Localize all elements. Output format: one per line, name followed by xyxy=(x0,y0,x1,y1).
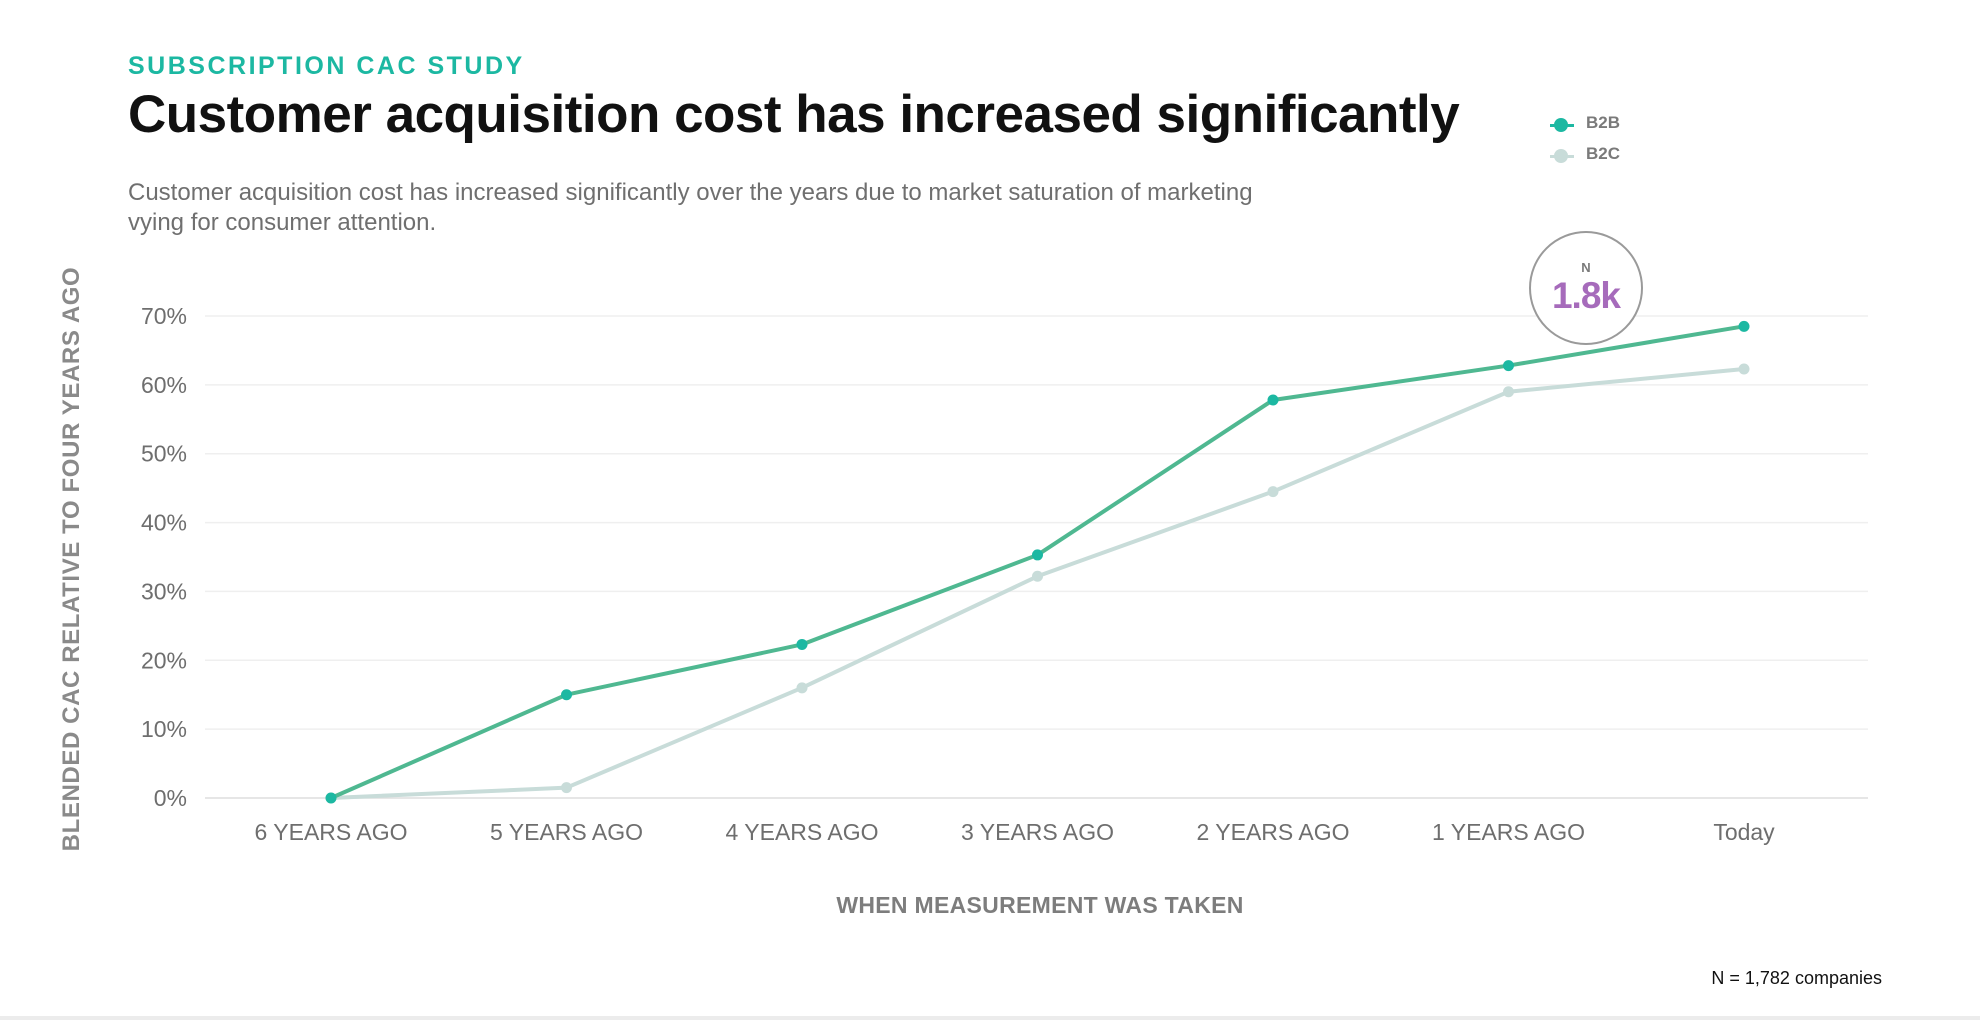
data-point-b2b xyxy=(561,689,572,701)
data-point-b2b xyxy=(1738,320,1750,332)
data-point-b2c xyxy=(1267,486,1279,498)
data-point-b2c xyxy=(1503,386,1514,398)
legend-swatch-b2b xyxy=(1550,118,1574,132)
data-point-b2c xyxy=(561,782,572,794)
legend-label-b2c: B2C xyxy=(1586,144,1621,163)
x-axis-title: WHEN MEASUREMENT WAS TAKEN xyxy=(836,892,1244,918)
sample-footnote: N = 1,782 companies xyxy=(1711,968,1882,988)
x-tick-label: 5 YEARS AGO xyxy=(490,819,643,845)
y-tick-label: 50% xyxy=(141,441,187,467)
x-tick-label: 2 YEARS AGO xyxy=(1197,819,1350,845)
y-tick-label: 40% xyxy=(141,510,187,536)
sample-size-badge: N 1.8k xyxy=(1529,231,1643,345)
bottom-divider xyxy=(0,1016,1980,1020)
chart-title: Customer acquisition cost has increased … xyxy=(128,85,1460,144)
data-point-b2c xyxy=(796,682,808,694)
x-tick-label: Today xyxy=(1713,819,1775,845)
chart-subtitle: Customer acquisition cost has increased … xyxy=(128,179,1253,236)
series-line-b2b xyxy=(329,324,1746,800)
data-point-b2b xyxy=(796,638,808,650)
x-tick-label: 3 YEARS AGO xyxy=(961,819,1114,845)
x-tick-label: 4 YEARS AGO xyxy=(726,819,879,845)
badge-label: N xyxy=(1581,260,1591,275)
eyebrow-label: SUBSCRIPTION CAC STUDY xyxy=(128,52,525,80)
legend-swatch-b2c xyxy=(1550,149,1574,163)
legend-label-b2b: B2B xyxy=(1586,113,1621,132)
data-point-b2b xyxy=(1032,549,1043,561)
data-point-b2b xyxy=(1503,360,1514,372)
legend-dot-b2c xyxy=(1554,149,1568,163)
y-tick-label: 60% xyxy=(141,372,187,398)
y-tick-label: 10% xyxy=(141,716,187,742)
legend-dot-b2b xyxy=(1554,118,1568,132)
y-tick-label: 70% xyxy=(141,303,187,329)
x-tick-label: 6 YEARS AGO xyxy=(255,819,408,845)
series-line-b2c xyxy=(329,367,1746,800)
y-axis-title-text: BLENDED CAC RELATIVE TO FOUR YEARS AGO xyxy=(58,266,85,852)
data-point-b2c xyxy=(1738,363,1750,375)
data-point-b2c xyxy=(1032,570,1043,582)
data-point-b2b xyxy=(1267,394,1279,406)
data-point-b2b xyxy=(325,792,337,804)
y-tick-label: 30% xyxy=(141,578,187,604)
y-tick-label: 20% xyxy=(141,647,187,673)
x-tick-label: 1 YEARS AGO xyxy=(1432,819,1585,845)
y-tick-label: 0% xyxy=(154,785,187,811)
badge-value: 1.8k xyxy=(1551,275,1621,316)
